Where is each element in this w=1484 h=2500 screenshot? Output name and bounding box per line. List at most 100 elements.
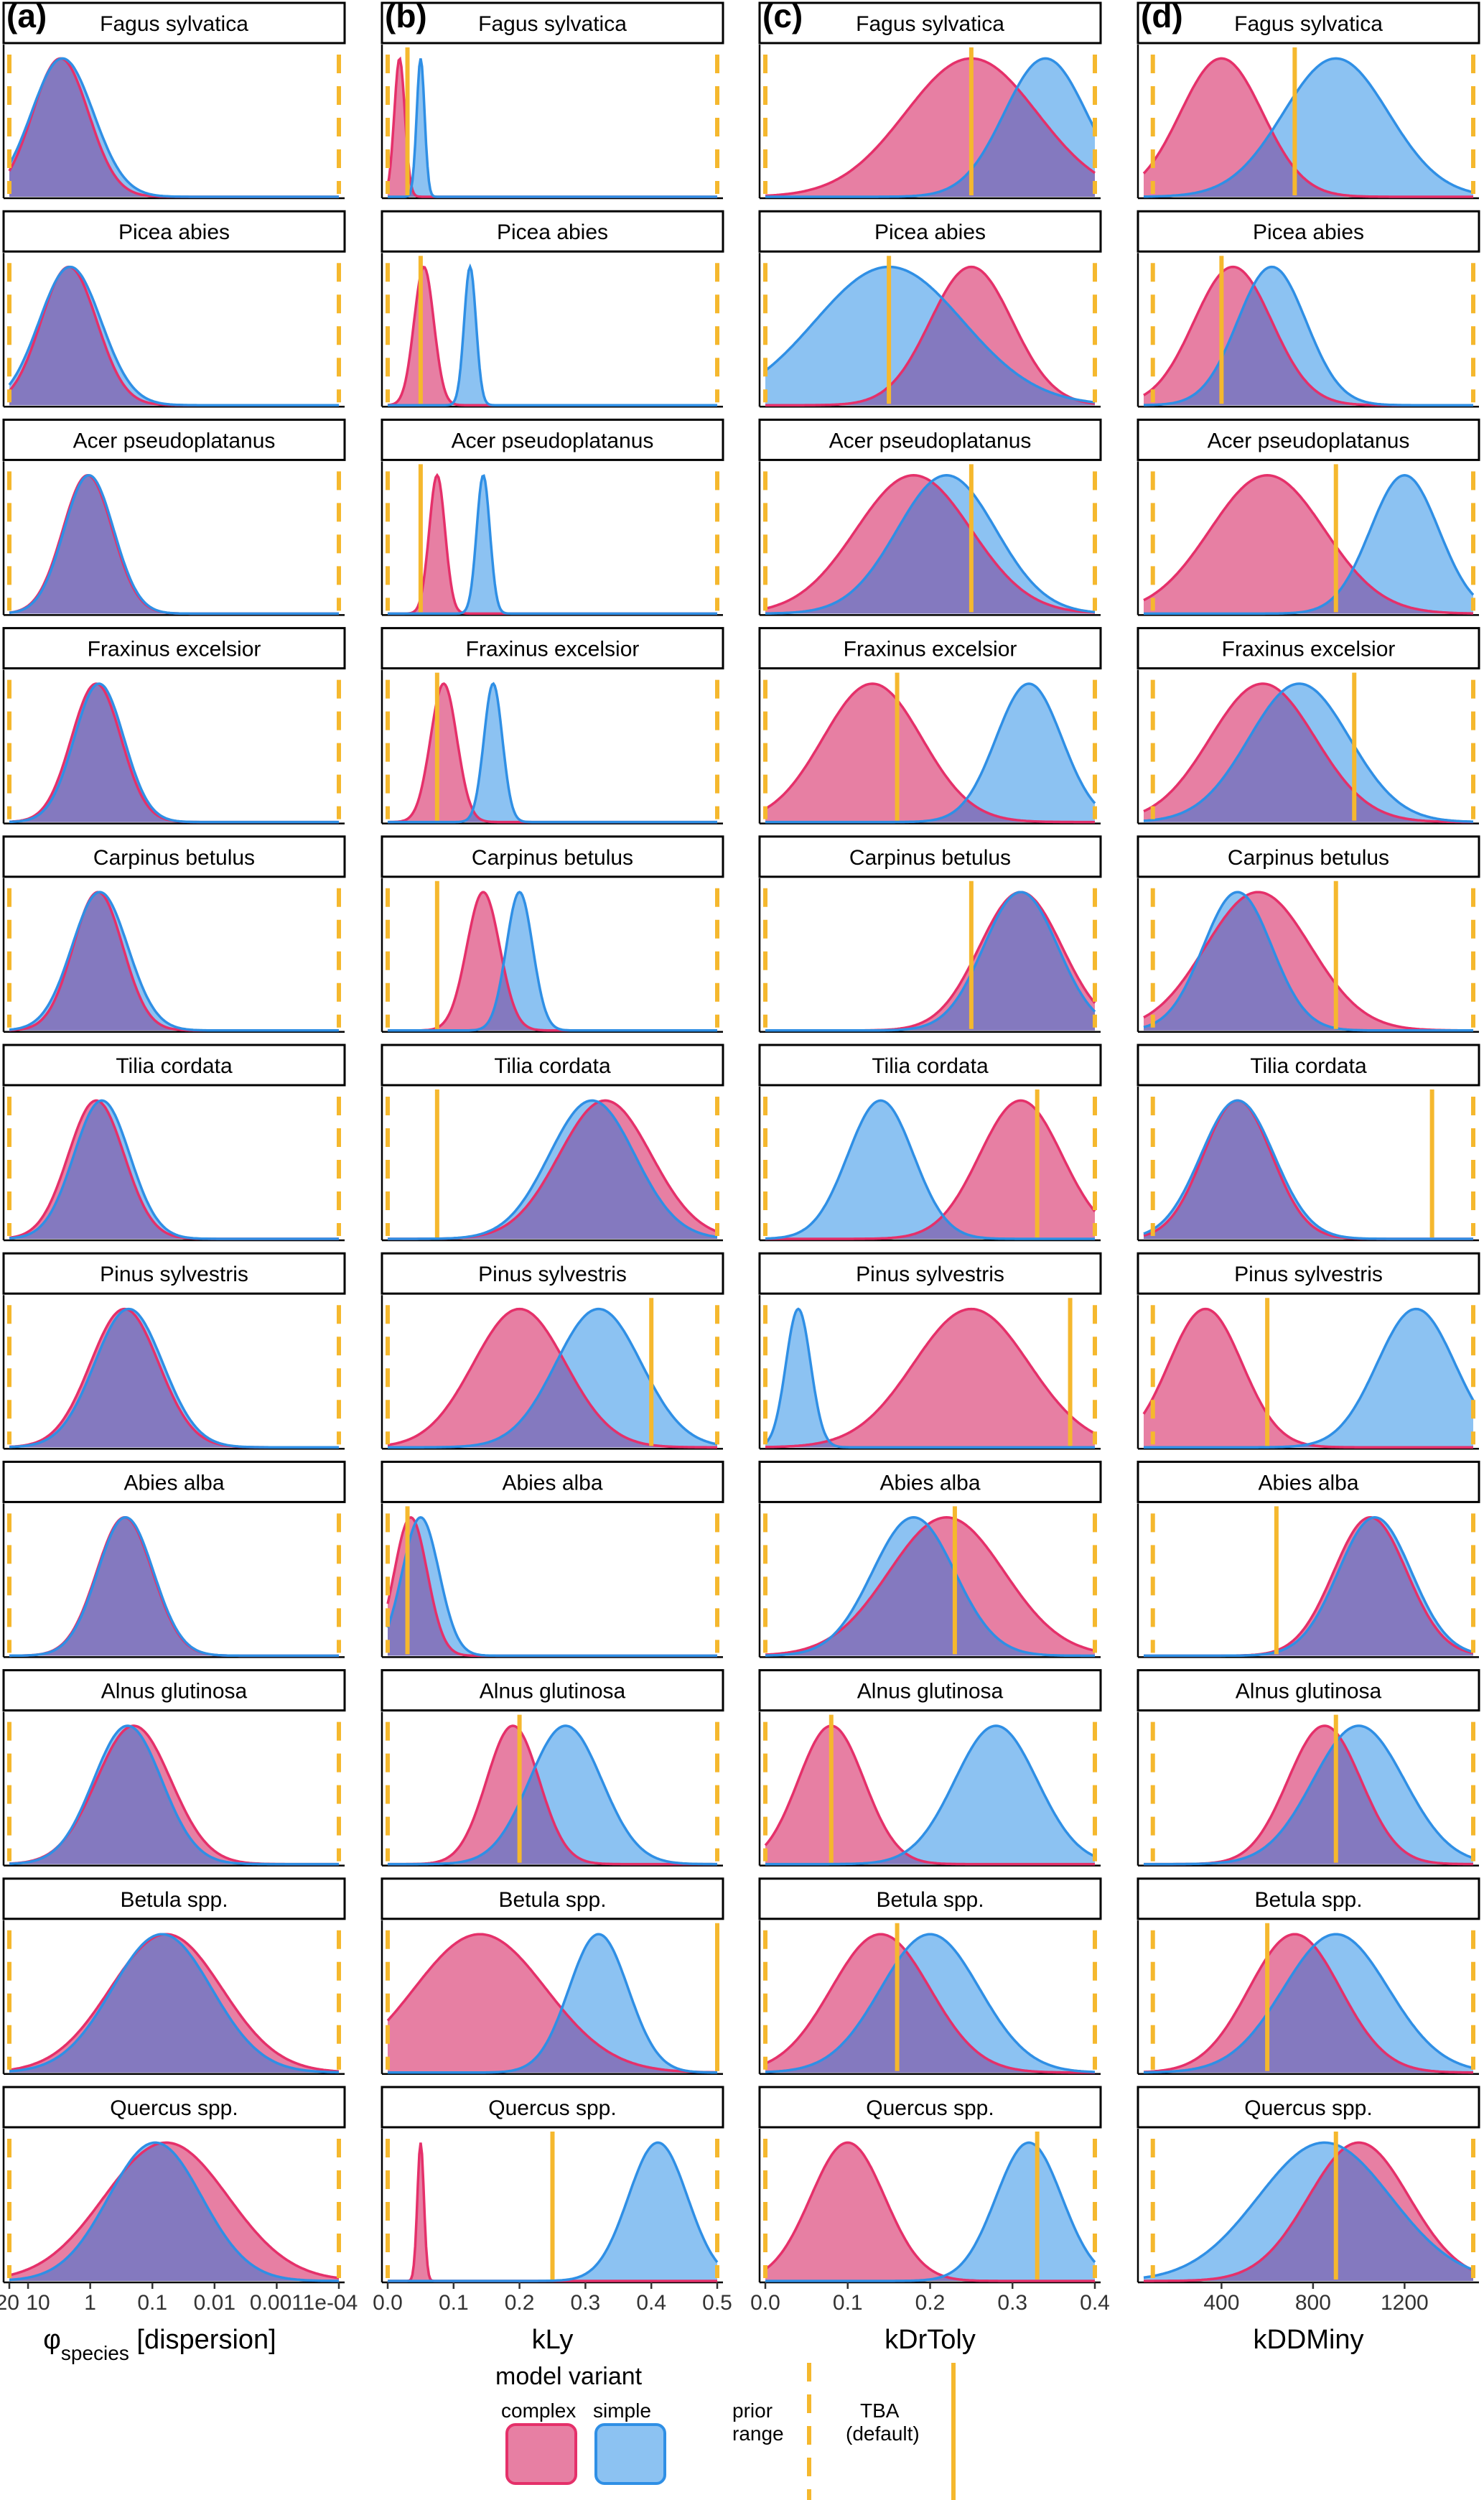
x-axis-title-c: kDrToly <box>885 2325 976 2355</box>
x-tick-label: 0.4 <box>1080 2291 1110 2315</box>
facet-c-3: Fraxinus excelsior <box>758 627 1102 824</box>
density-overlap-c-0 <box>765 88 1095 197</box>
facet-b-1: Picea abies <box>381 210 724 408</box>
facet-b-5: Tilia cordata <box>381 1044 724 1242</box>
facet-a-9: Betula spp. <box>2 1877 346 2076</box>
facet-strip <box>381 835 724 878</box>
density-simple-line-c-10 <box>765 2141 1096 2282</box>
density-overlap-b-9 <box>388 2009 717 2073</box>
facet-strip <box>2 210 346 253</box>
density-overlap-d-3 <box>1144 692 1473 822</box>
density-simple-line-a-2 <box>9 474 339 615</box>
facet-strip-label: Acer pseudoplatanus <box>1208 429 1410 452</box>
facet-b-3: Fraxinus excelsior <box>381 627 724 824</box>
density-complex-line-c-5 <box>765 1099 1096 1240</box>
density-complex-b-10 <box>388 2142 717 2281</box>
facet-d-2: Acer pseudoplatanus <box>1137 418 1480 616</box>
facet-strip <box>381 1877 724 1920</box>
panel-letter-c: (c) <box>762 0 803 34</box>
facet-strip <box>1137 418 1480 461</box>
facet-strip-label: Quercus spp. <box>488 2096 616 2120</box>
density-overlap-b-8 <box>388 1768 717 1864</box>
facet-strip-label: Betula spp. <box>120 1888 228 1912</box>
density-complex-b-3 <box>388 684 717 822</box>
facet-strip-label: Betula spp. <box>498 1888 606 1912</box>
facet-b-6: Pinus sylvestris <box>381 1252 724 1450</box>
density-overlap-c-7 <box>765 1525 1095 1656</box>
density-complex-line-d-2 <box>1143 474 1473 615</box>
facet-strip-label: Fagus sylvatica <box>478 12 627 36</box>
density-simple-b-8 <box>388 1726 717 1864</box>
facet-strip-label: Pinus sylvestris <box>1234 1263 1383 1286</box>
density-overlap-d-4 <box>1144 896 1473 1031</box>
facet-a-6: Pinus sylvestris <box>2 1252 346 1450</box>
facet-strip <box>758 1044 1102 1087</box>
facet-d-9: Betula spp. <box>1137 1877 1480 2076</box>
x-tick-label: 0.3 <box>571 2291 601 2315</box>
density-simple-d-2 <box>1144 475 1473 614</box>
density-simple-line-d-4 <box>1143 891 1473 1032</box>
density-simple-c-5 <box>765 1100 1095 1239</box>
facet-strip <box>1137 835 1480 878</box>
facet-d-7: Abies alba <box>1137 1460 1480 1658</box>
facet-strip <box>2 835 346 878</box>
x-tick-label: 0.0 <box>373 2291 403 2315</box>
legend-label-simple: simple <box>593 2399 651 2422</box>
x-axis-title-b: kLy <box>532 2325 574 2355</box>
density-simple-c-10 <box>765 2142 1095 2281</box>
facet-strip <box>2 627 346 670</box>
density-simple-line-b-0 <box>388 58 717 198</box>
facet-strip-label: Carpinus betulus <box>472 846 633 870</box>
facet-strip <box>758 2086 1102 2129</box>
density-overlap-c-1 <box>765 298 1095 406</box>
facet-strip-label: Tilia cordata <box>116 1054 233 1078</box>
facet-strip <box>758 1669 1102 1712</box>
density-complex-line-c-8 <box>764 1724 1095 1866</box>
density-simple-line-a-7 <box>9 1516 339 1658</box>
facet-strip-label: Tilia cordata <box>494 1054 611 1078</box>
x-tick-label: 0.01 <box>194 2291 235 2315</box>
density-simple-line-d-2 <box>1144 474 1475 615</box>
facet-strip <box>381 210 724 253</box>
density-complex-line-d-3 <box>1143 682 1473 824</box>
density-complex-line-a-9 <box>9 1933 340 2073</box>
facet-strip-label: Quercus spp. <box>866 2096 994 2120</box>
density-simple-line-a-4 <box>9 891 339 1032</box>
density-simple-line-b-10 <box>388 2141 719 2282</box>
facet-c-6: Pinus sylvestris <box>758 1252 1102 1450</box>
facet-strip <box>2 1252 346 1295</box>
panel-a: Fagus sylvatica (a) Picea abies Acer pseudo… <box>0 0 358 2364</box>
density-complex-line-c-3 <box>765 682 1095 824</box>
facet-c-2: Acer pseudoplatanus <box>758 418 1102 616</box>
density-simple-d-0 <box>1144 58 1473 198</box>
density-simple-line-b-2 <box>388 474 717 615</box>
facet-strip <box>2 1460 346 1503</box>
facet-a-5: Tilia cordata <box>2 1044 346 1242</box>
density-overlap-a-0 <box>9 58 339 197</box>
facet-strip-label: Pinus sylvestris <box>478 1263 627 1286</box>
density-simple-b-0 <box>388 58 717 198</box>
x-axis-title-symbol: φ <box>43 2325 61 2355</box>
facet-a-3: Fraxinus excelsior <box>2 627 346 824</box>
x-axis-title-d: kDDMiny <box>1253 2325 1363 2355</box>
density-overlap-a-8 <box>9 1726 339 1864</box>
legend-label-tba-2: (default) <box>846 2422 920 2445</box>
density-simple-b-9 <box>388 1934 717 2073</box>
density-simple-line-a-3 <box>9 682 339 824</box>
density-complex-line-d-9 <box>1143 1933 1473 2074</box>
facet-c-5: Tilia cordata <box>758 1044 1102 1242</box>
density-simple-line-b-1 <box>388 263 717 406</box>
density-simple-line-b-3 <box>388 682 717 824</box>
density-overlap-a-9 <box>9 1934 339 2073</box>
density-overlap-b-3 <box>388 809 717 822</box>
facet-strip <box>381 2086 724 2129</box>
density-simple-line-b-5 <box>388 1099 718 1240</box>
legend-label-prior-2: range <box>732 2422 784 2445</box>
panel-c: Fagus sylvatica (c) Picea abies Acer pseudo… <box>750 0 1110 2355</box>
density-complex-line-c-0 <box>765 57 1096 198</box>
density-simple-line-b-9 <box>388 1933 717 2074</box>
density-simple-line-b-6 <box>388 1307 718 1449</box>
facet-strip-label: Pinus sylvestris <box>100 1263 248 1286</box>
x-tick-label: 400 <box>1203 2291 1239 2315</box>
